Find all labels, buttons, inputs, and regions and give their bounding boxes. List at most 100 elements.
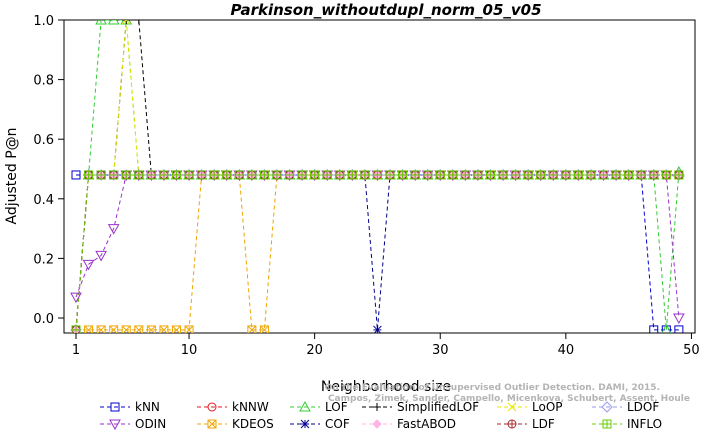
y-axis-label: Adjusted P@n bbox=[4, 127, 20, 224]
watermark-line-1: On the Evaluation of Unsupervised Outlie… bbox=[325, 383, 660, 393]
data-point-simplifiedlof bbox=[134, 20, 143, 24]
legend-marker bbox=[507, 402, 517, 412]
data-point-inflo bbox=[511, 170, 521, 180]
x-tick-label: 50 bbox=[683, 343, 700, 358]
data-point-inflo bbox=[498, 170, 508, 180]
data-point-inflo bbox=[259, 170, 269, 180]
legend-item-ldof: LDOF bbox=[592, 400, 659, 414]
legend-marker bbox=[207, 402, 217, 412]
legend-item-odin: ODIN bbox=[100, 417, 166, 431]
data-point-inflo bbox=[146, 170, 156, 180]
data-point-inflo bbox=[310, 170, 320, 180]
data-point-inflo bbox=[335, 170, 345, 180]
legend-item-fastabod: FastABOD bbox=[362, 417, 456, 431]
data-point-inflo bbox=[586, 170, 596, 180]
y-tick-label: 0.4 bbox=[33, 193, 54, 208]
data-point-inflo bbox=[473, 170, 483, 180]
data-point-inflo bbox=[84, 170, 94, 180]
data-point-inflo bbox=[285, 170, 295, 180]
legend-label: COF bbox=[325, 417, 350, 431]
data-point-loop bbox=[121, 20, 131, 25]
data-point-kdeos bbox=[159, 325, 169, 333]
data-point-kdeos bbox=[121, 325, 131, 333]
data-point-knn bbox=[649, 325, 659, 333]
data-point-inflo bbox=[661, 170, 671, 180]
data-point-inflo bbox=[347, 170, 357, 180]
data-point-kdeos bbox=[146, 325, 156, 333]
data-point-inflo bbox=[209, 170, 219, 180]
legend-item-inflo: INFLO bbox=[592, 417, 662, 431]
data-point-inflo bbox=[423, 170, 433, 180]
legend-label: ODIN bbox=[135, 417, 166, 431]
chart-title: Parkinson_withoutdupl_norm_05_v05 bbox=[230, 1, 541, 19]
data-point-kdeos bbox=[247, 325, 257, 333]
x-tick-label: 20 bbox=[306, 343, 323, 358]
legend-marker bbox=[372, 419, 382, 429]
legend-marker bbox=[300, 419, 310, 429]
legend-item-loop: LoOP bbox=[497, 400, 563, 414]
data-point-inflo bbox=[398, 170, 408, 180]
data-point-odin bbox=[82, 259, 95, 271]
y-tick-label: 0.6 bbox=[33, 133, 54, 148]
data-point-inflo bbox=[272, 170, 282, 180]
data-point-lof bbox=[107, 20, 120, 25]
data-point-kdeos bbox=[96, 325, 106, 333]
legend-item-knnw: kNNW bbox=[197, 400, 269, 414]
data-point-inflo bbox=[247, 170, 257, 180]
legend-label: FastABOD bbox=[397, 417, 456, 431]
legend-item-kdeos: KDEOS bbox=[197, 417, 274, 431]
data-point-kdeos bbox=[109, 325, 119, 333]
data-point-odin bbox=[107, 224, 120, 235]
legend-label: INFLO bbox=[627, 417, 662, 431]
data-point-inflo bbox=[322, 170, 332, 180]
data-point-inflo bbox=[184, 170, 194, 180]
data-point-inflo bbox=[234, 170, 244, 180]
legend-label: kNN bbox=[135, 400, 160, 414]
data-point-inflo bbox=[649, 170, 659, 180]
data-point-inflo bbox=[460, 170, 470, 180]
data-point-inflo bbox=[109, 170, 119, 180]
data-point-odin bbox=[673, 313, 685, 325]
data-point-knn bbox=[71, 170, 81, 180]
data-point-inflo bbox=[611, 170, 621, 180]
data-point-odin bbox=[70, 292, 82, 304]
data-point-inflo bbox=[674, 170, 684, 180]
data-point-inflo bbox=[171, 170, 181, 180]
data-point-inflo bbox=[197, 170, 207, 180]
data-point-inflo bbox=[435, 170, 445, 180]
x-tick-label: 1 bbox=[72, 343, 80, 358]
data-point-inflo bbox=[385, 170, 395, 180]
data-point-inflo bbox=[573, 170, 583, 180]
data-point-inflo bbox=[159, 170, 169, 180]
watermark-line-2: Campos, Zimek, Sander, Campello, Micenko… bbox=[328, 394, 690, 404]
series-group bbox=[70, 20, 685, 333]
data-point-inflo bbox=[548, 170, 558, 180]
plot-area: 1 10 20 30 40 50 0.0 0.2 0.4 0.6 0.8 1.0 bbox=[33, 14, 699, 358]
legend-item-lof: LOF bbox=[290, 400, 348, 414]
data-point-inflo bbox=[410, 170, 420, 180]
legend-marker bbox=[299, 400, 311, 412]
x-axis-label: Neighborhood size bbox=[321, 379, 451, 395]
x-tick-label: 30 bbox=[432, 343, 449, 358]
legend-label: LDOF bbox=[627, 400, 659, 414]
legend-label: LDF bbox=[532, 417, 555, 431]
data-point-kdeos bbox=[134, 325, 144, 333]
data-point-kdeos bbox=[84, 325, 94, 333]
data-point-inflo bbox=[297, 170, 307, 180]
legend-label: LoOP bbox=[532, 400, 563, 414]
data-point-inflo bbox=[121, 170, 131, 180]
data-point-kdeos bbox=[171, 325, 181, 333]
data-point-inflo bbox=[448, 170, 458, 180]
data-point-inflo bbox=[71, 325, 81, 333]
data-point-lof bbox=[95, 20, 107, 25]
data-point-inflo bbox=[636, 170, 646, 180]
legend-label: SimplifiedLOF bbox=[397, 400, 479, 414]
y-tick-label: 0.2 bbox=[33, 252, 54, 267]
legend-marker bbox=[110, 402, 120, 412]
legend-marker bbox=[109, 419, 121, 431]
data-point-simplifiedlof bbox=[122, 20, 131, 24]
legend: kNN kNNW LOF SimplifiedLOF LoOP LDOF ODIN KDEOS… bbox=[100, 400, 662, 431]
y-tick-label: 1.0 bbox=[33, 14, 54, 29]
data-point-inflo bbox=[134, 170, 144, 180]
